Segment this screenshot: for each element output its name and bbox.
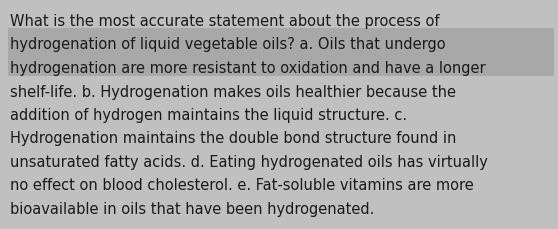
- Text: no effect on blood cholesterol. e. Fat-soluble vitamins are more: no effect on blood cholesterol. e. Fat-s…: [10, 178, 474, 193]
- FancyBboxPatch shape: [8, 29, 554, 53]
- Text: Hydrogenation maintains the double bond structure found in: Hydrogenation maintains the double bond …: [10, 131, 456, 146]
- FancyBboxPatch shape: [8, 52, 554, 77]
- Text: unsaturated fatty acids. d. Eating hydrogenated oils has virtually: unsaturated fatty acids. d. Eating hydro…: [10, 154, 488, 169]
- Text: bioavailable in oils that have been hydrogenated.: bioavailable in oils that have been hydr…: [10, 201, 374, 216]
- Text: shelf-life. b. Hydrogenation makes oils healthier because the: shelf-life. b. Hydrogenation makes oils …: [10, 84, 456, 99]
- Text: hydrogenation are more resistant to oxidation and have a longer: hydrogenation are more resistant to oxid…: [10, 61, 485, 76]
- Text: addition of hydrogen maintains the liquid structure. c.: addition of hydrogen maintains the liqui…: [10, 108, 407, 123]
- Text: hydrogenation of liquid vegetable oils? a. Oils that undergo: hydrogenation of liquid vegetable oils? …: [10, 37, 446, 52]
- Text: What is the most accurate statement about the process of: What is the most accurate statement abou…: [10, 14, 440, 29]
